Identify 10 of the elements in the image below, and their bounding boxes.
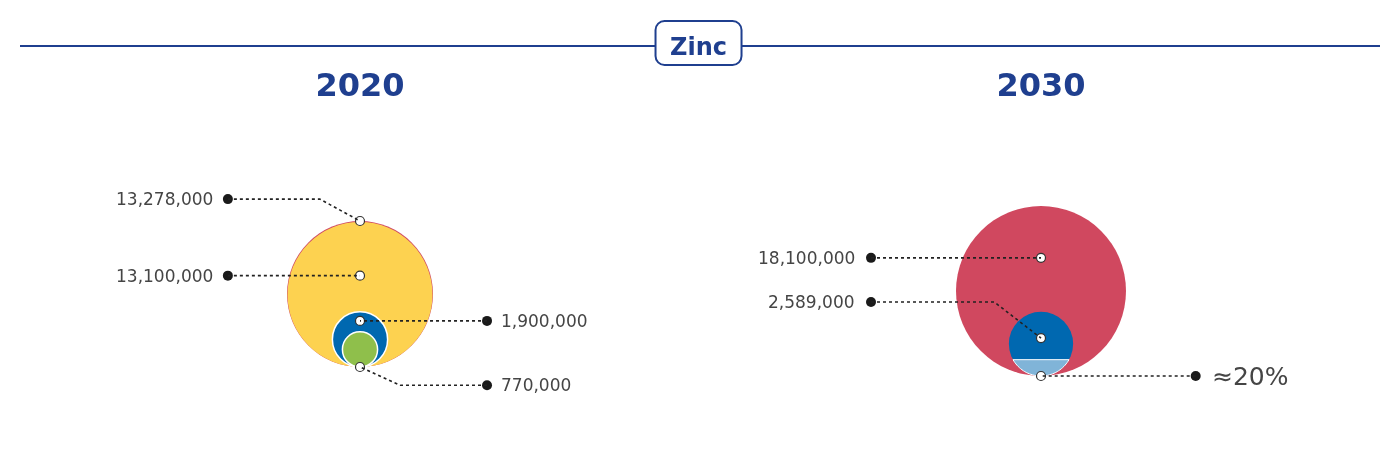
data-label: 1,900,000	[501, 311, 588, 331]
data-label: 18,100,000	[758, 248, 856, 268]
data-label: 770,000	[501, 375, 572, 395]
data-label: 13,100,000	[116, 266, 214, 286]
data-label: 2,589,000	[768, 292, 855, 312]
data-label: 13,278,000	[116, 189, 214, 209]
text: 2020	[315, 66, 405, 105]
text: 2030	[996, 66, 1086, 105]
text: Zinc	[654, 20, 743, 66]
text: ≈20%	[1212, 362, 1289, 391]
